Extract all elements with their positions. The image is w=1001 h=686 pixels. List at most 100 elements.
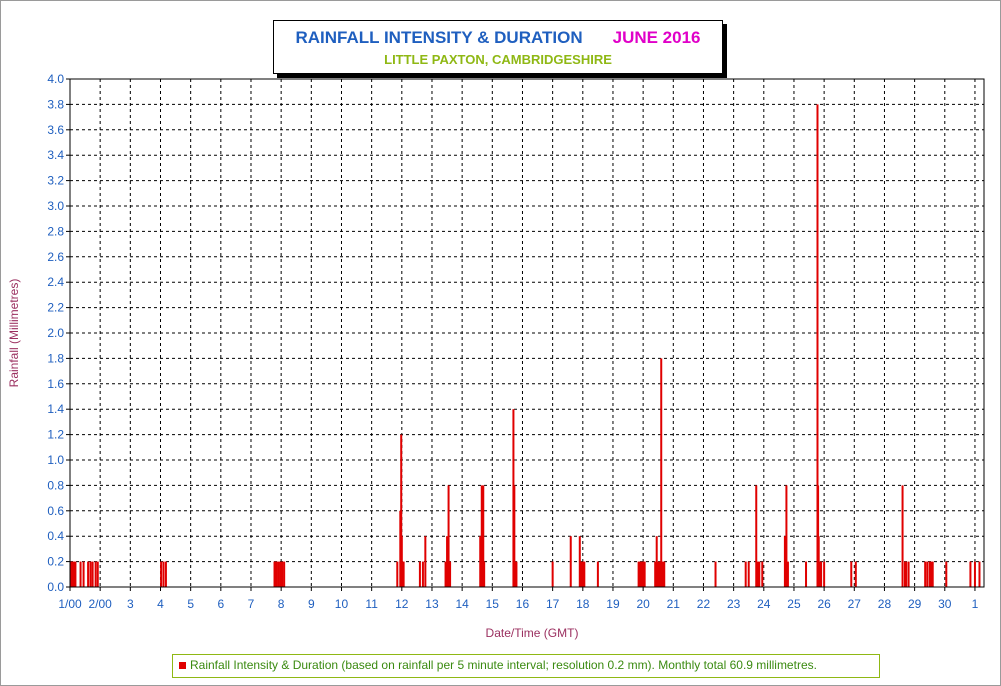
- plot-border: [69, 78, 985, 588]
- y-tick-label: 0.4: [47, 529, 64, 543]
- rain-bar: [514, 561, 517, 587]
- bars-group: [69, 104, 981, 588]
- x-tick-label: 21: [667, 597, 681, 611]
- rain-bar: [639, 561, 642, 587]
- y-tick-label: 2.2: [47, 301, 64, 315]
- rain-bar: [818, 561, 821, 587]
- rain-bar: [72, 561, 75, 587]
- x-tick-label: 8: [278, 597, 285, 611]
- rain-bar: [281, 561, 284, 587]
- y-tick-label: 0.0: [47, 580, 64, 594]
- chart-title-main: RAINFALL INTENSITY & DURATION: [295, 28, 583, 47]
- y-tick-label: 0.6: [47, 504, 64, 518]
- rain-bar: [661, 561, 664, 587]
- rain-bar: [805, 561, 808, 587]
- legend-text: Rainfall Intensity & Duration (based on …: [190, 658, 817, 672]
- x-tick-label: 19: [606, 597, 620, 611]
- rain-bar: [402, 561, 405, 587]
- rain-bar: [396, 561, 399, 587]
- rain-bar: [969, 561, 972, 587]
- rain-bar: [658, 561, 661, 587]
- y-tick-label: 2.4: [47, 275, 64, 289]
- rain-bar: [160, 561, 163, 587]
- y-tick-label: 1.4: [47, 402, 64, 416]
- y-tick-labels: 0.0 0.2 0.4 0.6 0.8 1.0 1.2 1.4 1.6 1.8 2.0 2.2 2.4 2…: [47, 72, 64, 594]
- chart-title: RAINFALL INTENSITY & DURATION JUNE 2016: [274, 28, 722, 48]
- rain-bar: [596, 561, 599, 587]
- y-tick-label: 3.6: [47, 123, 64, 137]
- rain-bar: [756, 561, 759, 587]
- y-tick-label: 3.2: [47, 174, 64, 188]
- rain-bar: [823, 561, 826, 587]
- rain-bar: [642, 561, 645, 587]
- rain-bar: [418, 561, 421, 587]
- rain-bar: [903, 561, 906, 587]
- rain-bar: [162, 561, 165, 587]
- rain-bar: [905, 561, 908, 587]
- x-axis-label: Date/Time (GMT): [485, 626, 579, 640]
- rain-bar: [447, 485, 450, 587]
- x-tick-label: 28: [878, 597, 892, 611]
- rain-bar: [655, 536, 658, 587]
- y-tick-label: 2.0: [47, 326, 64, 340]
- x-tick-label: 30: [938, 597, 952, 611]
- rain-bar: [820, 561, 823, 587]
- x-tick-label: 20: [636, 597, 650, 611]
- rain-bar: [87, 561, 90, 587]
- rain-bar: [783, 536, 786, 587]
- rain-bar: [660, 358, 663, 587]
- rain-bar: [449, 561, 452, 587]
- rain-bar: [785, 485, 788, 587]
- rain-bar: [580, 561, 583, 587]
- rain-bar: [973, 561, 976, 587]
- rain-bar: [758, 561, 761, 587]
- x-tick-label: 26: [817, 597, 831, 611]
- rain-bar: [479, 536, 482, 587]
- y-tick-label: 3.4: [47, 148, 64, 162]
- rain-bar: [513, 485, 516, 587]
- rain-bar: [96, 561, 99, 587]
- x-tick-label: 5: [187, 597, 194, 611]
- rain-bar: [663, 561, 666, 587]
- x-tick-label: 25: [787, 597, 801, 611]
- x-tick-label: 13: [425, 597, 439, 611]
- rain-bar: [446, 536, 449, 587]
- rain-bar: [444, 561, 447, 587]
- y-tick-label: 3.0: [47, 199, 64, 213]
- rain-bar: [747, 561, 750, 587]
- x-tick-label: 11: [365, 597, 378, 611]
- rain-bar: [283, 561, 286, 587]
- chart-subtitle: LITTLE PAXTON, CAMBRIDGESHIRE: [384, 52, 612, 67]
- rain-bar: [74, 561, 77, 587]
- x-tick-label: 22: [697, 597, 711, 611]
- x-tick-label: 14: [455, 597, 469, 611]
- rain-bar: [480, 485, 483, 587]
- rain-bar: [79, 561, 82, 587]
- y-tick-label: 1.6: [47, 377, 64, 391]
- chart-title-month: JUNE 2016: [612, 28, 701, 47]
- rain-bar: [583, 561, 586, 587]
- y-axis-label: Rainfall (Millimetres): [7, 278, 21, 388]
- rain-bar: [714, 561, 717, 587]
- rain-bar: [931, 561, 934, 587]
- y-tick-label: 2.6: [47, 250, 64, 264]
- rain-bar: [421, 561, 424, 587]
- x-tick-label: 3: [127, 597, 134, 611]
- rain-bar: [91, 561, 94, 587]
- rain-bar: [515, 561, 518, 587]
- rain-bar: [483, 561, 486, 587]
- rain-bar: [69, 561, 72, 587]
- x-tick-label: 1/00: [58, 597, 82, 611]
- x-tick-label: 6: [217, 597, 224, 611]
- x-tick-label: 4: [157, 597, 164, 611]
- rain-bar: [551, 561, 554, 587]
- rain-bar: [94, 561, 97, 587]
- y-tick-label: 0.2: [47, 555, 64, 569]
- rain-bar: [640, 561, 643, 587]
- rain-bar: [569, 536, 572, 587]
- rain-bar: [657, 561, 660, 587]
- grid-lines: [70, 78, 984, 587]
- rain-bar: [816, 104, 819, 588]
- rain-bar: [279, 561, 282, 587]
- rain-bar: [273, 561, 276, 587]
